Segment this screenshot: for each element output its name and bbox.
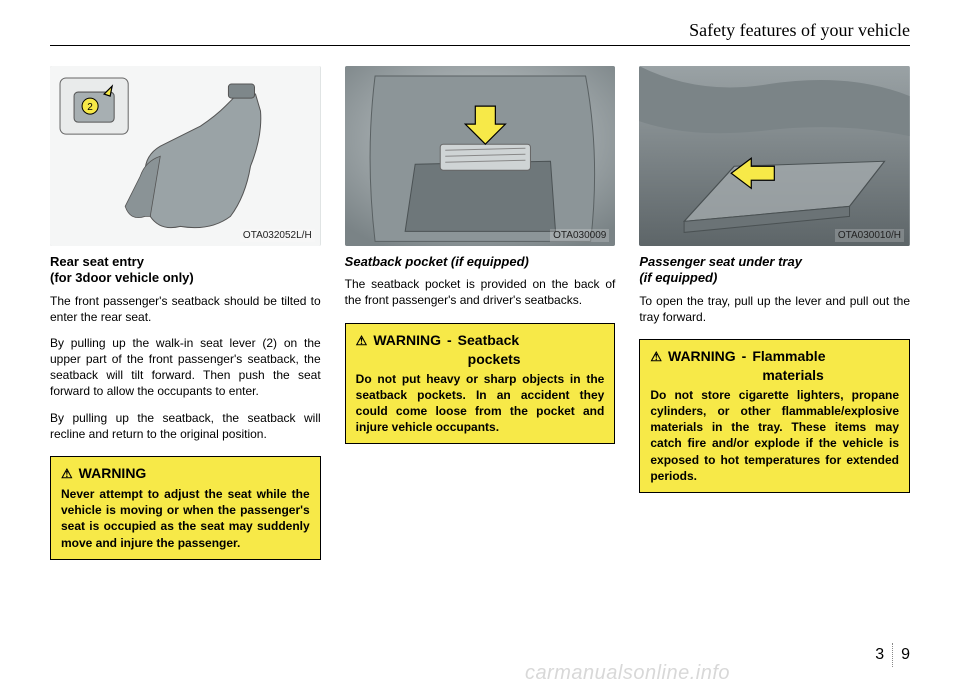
figure-seatback-pocket: OTA030009 — [345, 66, 616, 246]
col3-p1: To open the tray, pull up the lever and … — [639, 293, 910, 325]
figure-under-tray: OTA030010/H — [639, 66, 910, 246]
warning-label: WARNING — [79, 465, 147, 481]
watermark: carmanualsonline.info — [525, 662, 730, 685]
col1-p2: By pulling up the walk-in seat lever (2)… — [50, 335, 321, 400]
warning-icon: ⚠ — [356, 333, 368, 349]
svg-text:2: 2 — [87, 102, 93, 113]
warning-sub2: pockets — [468, 351, 605, 367]
page-header: Safety features of your vehicle — [50, 20, 910, 46]
header-title: Safety features of your vehicle — [689, 20, 910, 40]
warning-sub: Seatback — [458, 332, 519, 348]
col2-p1: The seatback pocket is provided on the b… — [345, 276, 616, 308]
figure-label: OTA032052L/H — [240, 229, 315, 242]
col1-p1: The front passenger's seatback should be… — [50, 293, 321, 325]
col3-warning: ⚠ WARNING - Flammable materials Do not s… — [639, 339, 910, 493]
warning-sub: Flammable — [752, 348, 825, 364]
warning-icon: ⚠ — [61, 466, 73, 482]
col1-heading: Rear seat entry (for 3door vehicle only) — [50, 254, 321, 287]
column-2: OTA030009 Seatback pocket (if equipped) … — [345, 66, 616, 560]
col2-heading: Seatback pocket (if equipped) — [345, 254, 616, 270]
warning-icon: ⚠ — [650, 349, 662, 365]
column-3: OTA030010/H Passenger seat under tray (i… — [639, 66, 910, 560]
warning-label: WARNING — [373, 332, 441, 348]
warning-body: Never attempt to adjust the seat while t… — [61, 486, 310, 551]
col3-heading: Passenger seat under tray (if equipped) — [639, 254, 910, 287]
warning-body: Do not store cigarette lighters, propane… — [650, 387, 899, 484]
warning-title: ⚠ WARNING - Seatback — [356, 332, 605, 349]
content-columns: 2 OTA032052L/H Rear seat entry (for 3doo… — [50, 66, 910, 560]
chapter-number: 3 — [875, 646, 884, 664]
warning-label: WARNING — [668, 348, 736, 364]
col1-warning: ⚠ WARNING Never attempt to adjust the se… — [50, 456, 321, 560]
seat-illustration: 2 — [50, 66, 321, 246]
figure-label: OTA030009 — [550, 229, 609, 242]
page-divider — [892, 643, 893, 667]
pocket-illustration — [345, 66, 616, 246]
tray-illustration — [639, 66, 910, 246]
page-number-value: 9 — [901, 646, 910, 664]
figure-rear-seat-entry: 2 OTA032052L/H — [50, 66, 321, 246]
warning-dash: - — [742, 348, 747, 364]
warning-body: Do not put heavy or sharp objects in the… — [356, 371, 605, 436]
warning-sub2: materials — [762, 367, 899, 383]
figure-label: OTA030010/H — [835, 229, 904, 242]
warning-title: ⚠ WARNING - Flammable — [650, 348, 899, 365]
warning-title: ⚠ WARNING — [61, 465, 310, 482]
column-1: 2 OTA032052L/H Rear seat entry (for 3doo… — [50, 66, 321, 560]
col1-p3: By pulling up the seatback, the seatback… — [50, 410, 321, 442]
col2-warning: ⚠ WARNING - Seatback pockets Do not put … — [345, 323, 616, 445]
page-number: 3 9 — [875, 643, 910, 667]
warning-dash: - — [447, 332, 452, 348]
